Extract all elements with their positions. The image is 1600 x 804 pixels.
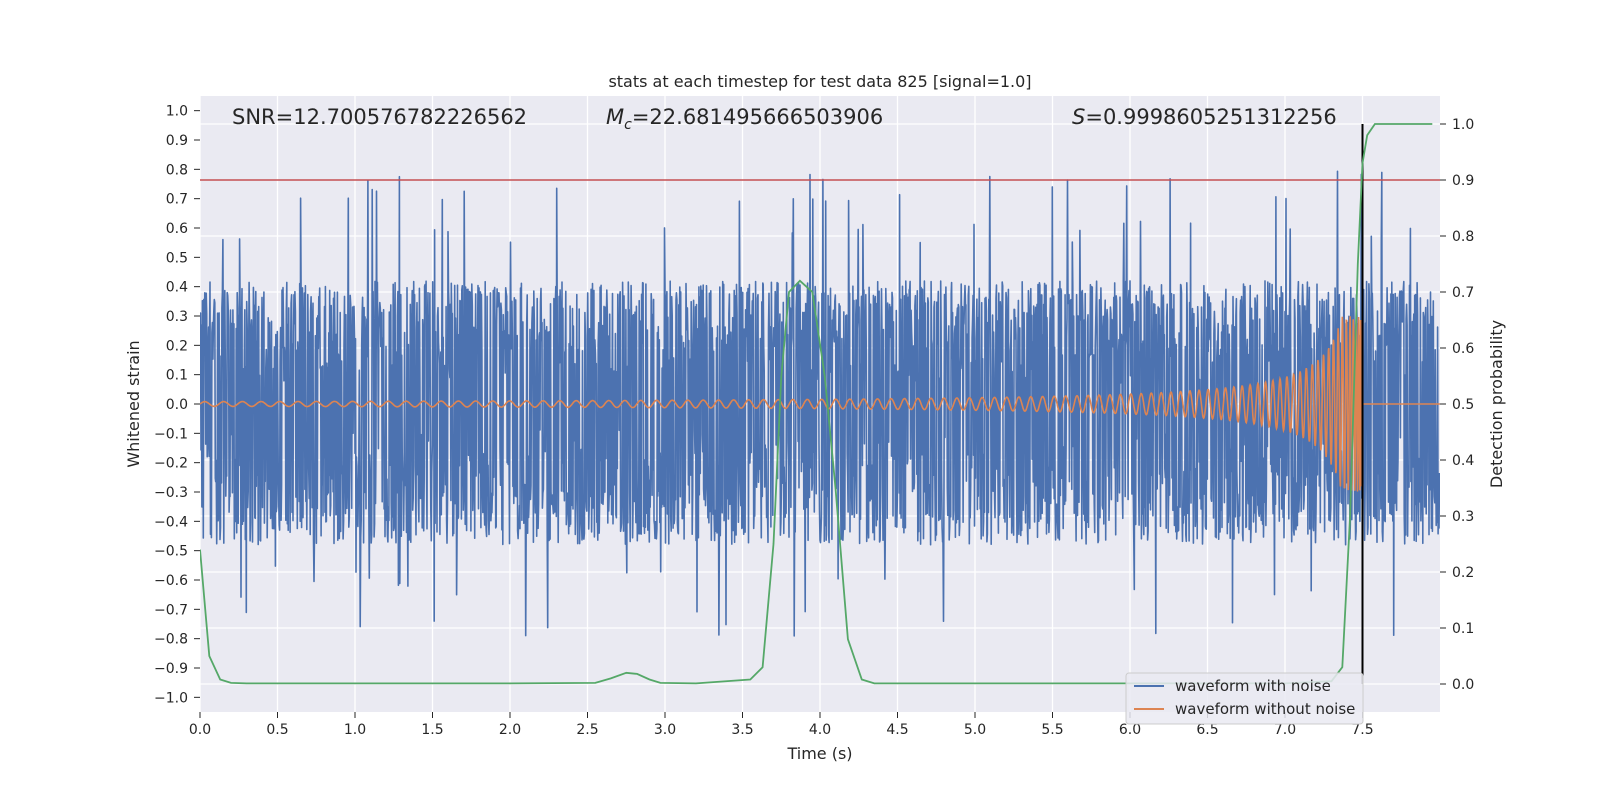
series-detection-probability <box>200 123 1433 685</box>
y-axis-label: Whitened strain <box>124 340 143 467</box>
x-tick-label: 2.5 <box>576 722 598 738</box>
x-tick-label: 0.0 <box>189 722 211 738</box>
y2-tick-label: 0.8 <box>1452 229 1474 245</box>
y-tick-label: −0.1 <box>154 426 188 442</box>
y-axis-right: 1.0 0.9 0.8 0.7 0.6 0.5 0.4 0.3 0.2 0.1 0.0 <box>1440 117 1474 693</box>
x-tick-label: 1.5 <box>421 722 443 738</box>
y-tick-label: 0.2 <box>166 338 188 354</box>
legend-label-waveform-with-noise: waveform with noise <box>1175 677 1331 695</box>
x-tick-label: 7.5 <box>1351 722 1373 738</box>
y2-tick-label: 0.4 <box>1452 453 1474 469</box>
y-tick-label: −0.3 <box>154 485 188 501</box>
chart-title: stats at each timestep for test data 825… <box>608 72 1031 91</box>
x-tick-label: 2.0 <box>499 722 521 738</box>
y-tick-label: −0.4 <box>154 514 188 530</box>
y-tick-label: 0.0 <box>166 397 188 413</box>
x-tick-label: 1.0 <box>344 722 366 738</box>
y-tick-label: −0.2 <box>154 456 188 472</box>
legend: waveform with noise waveform without noi… <box>1125 672 1364 725</box>
x-tick-label: 5.0 <box>964 722 986 738</box>
y-tick-label: 1.0 <box>166 104 188 120</box>
y-tick-label: 0.7 <box>166 192 188 208</box>
y2-tick-label: 0.1 <box>1452 621 1474 637</box>
y-tick-label: −0.7 <box>154 602 188 618</box>
series-waveform-without-noise <box>200 316 1440 492</box>
y-tick-label: −0.6 <box>154 573 188 589</box>
y-tick-label: 0.9 <box>166 133 188 149</box>
chirp-mass-value: =22.681495666503906 <box>632 105 883 129</box>
x-axis-label: Time (s) <box>786 744 852 763</box>
chirp-mass-subscript: c <box>624 117 632 133</box>
y-axis-left: 1.0 0.9 0.8 0.7 0.6 0.5 0.4 0.3 0.2 0.1 0.0 −0.1 −0.… <box>154 104 200 706</box>
x-tick-label: 5.5 <box>1041 722 1063 738</box>
y-tick-label: 0.1 <box>166 368 188 384</box>
x-tick-label: 4.0 <box>809 722 831 738</box>
x-tick-label: 3.5 <box>731 722 753 738</box>
score-value: =0.9998605251312256 <box>1085 105 1336 129</box>
y-tick-label: −0.9 <box>154 661 188 677</box>
x-tick-label: 0.5 <box>266 722 288 738</box>
chirp-mass-symbol: M <box>606 105 624 129</box>
y-tick-label: −0.5 <box>154 544 188 560</box>
y-tick-label: 0.8 <box>166 162 188 178</box>
y-tick-label: 0.5 <box>166 250 188 266</box>
y2-tick-label: 0.6 <box>1452 341 1474 357</box>
chirp-mass-annotation: Mc=22.681495666503906 <box>606 105 883 133</box>
plot-area <box>200 123 1440 685</box>
x-tick-label: 4.5 <box>886 722 908 738</box>
score-symbol: S <box>1072 105 1085 129</box>
y2-axis-label: Detection probability <box>1487 320 1506 488</box>
y2-tick-label: 1.0 <box>1452 117 1474 133</box>
legend-box <box>1125 672 1364 725</box>
y2-tick-label: 0.0 <box>1452 677 1474 693</box>
y-tick-label: 0.3 <box>166 309 188 325</box>
x-tick-label: 7.0 <box>1274 722 1296 738</box>
snr-annotation: SNR=12.700576782226562 <box>232 105 527 129</box>
x-tick-label: 6.5 <box>1196 722 1218 738</box>
y-tick-label: −1.0 <box>154 690 188 706</box>
y-tick-label: 0.4 <box>166 280 188 296</box>
y-tick-label: −0.8 <box>154 632 188 648</box>
y2-tick-label: 0.2 <box>1452 565 1474 581</box>
x-tick-label: 3.0 <box>654 722 676 738</box>
x-axis: 0.0 0.5 1.0 1.5 2.0 2.5 3.0 3.5 4.0 4.5 5.0 5.5 6.0 6… <box>189 712 1374 738</box>
y2-tick-label: 0.3 <box>1452 509 1474 525</box>
series-waveform-with-noise <box>200 170 1440 637</box>
score-annotation: S=0.9998605251312256 <box>1072 105 1337 129</box>
legend-label-waveform-without-noise: waveform without noise <box>1175 700 1355 718</box>
y2-tick-label: 0.9 <box>1452 173 1474 189</box>
y2-tick-label: 0.5 <box>1452 397 1474 413</box>
y2-tick-label: 0.7 <box>1452 285 1474 301</box>
x-tick-label: 6.0 <box>1119 722 1141 738</box>
y-tick-label: 0.6 <box>166 221 188 237</box>
